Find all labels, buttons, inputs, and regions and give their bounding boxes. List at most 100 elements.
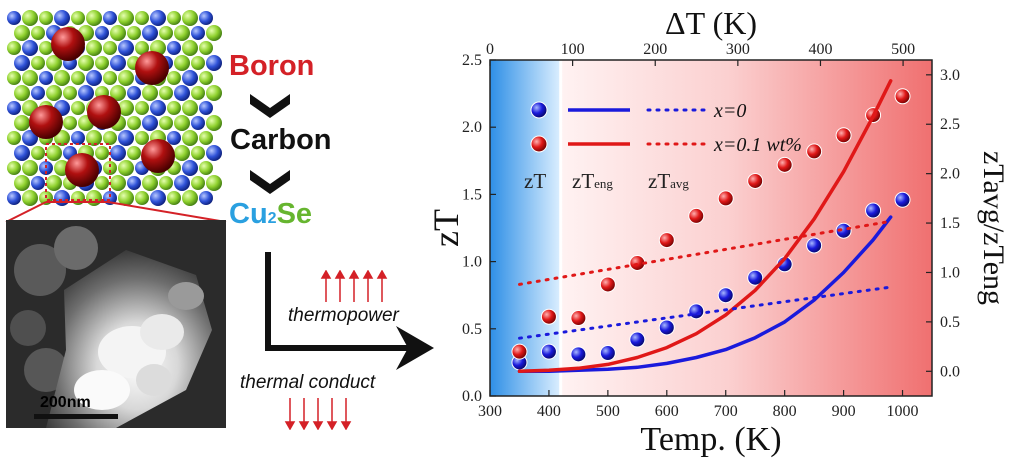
cu-atom bbox=[182, 160, 198, 176]
data-point bbox=[806, 237, 823, 254]
se-atom bbox=[54, 70, 70, 86]
cu-atom bbox=[110, 55, 126, 71]
se-atom bbox=[22, 70, 38, 86]
se-atom bbox=[118, 10, 134, 26]
cu-atom bbox=[86, 70, 102, 86]
cu-atom bbox=[118, 40, 134, 56]
y-right-tick-label: 2.5 bbox=[940, 116, 960, 133]
se-atom bbox=[206, 175, 222, 191]
boron-carbon-nanoparticle bbox=[135, 51, 169, 85]
data-point bbox=[540, 343, 557, 360]
x-top-tick-label: 0 bbox=[486, 41, 494, 58]
se-text: Se bbox=[276, 198, 313, 230]
cu-atom bbox=[142, 115, 158, 131]
se-atom bbox=[71, 11, 85, 25]
data-point bbox=[894, 88, 911, 105]
zteng-line bbox=[517, 79, 893, 374]
cu-atom bbox=[199, 191, 213, 205]
x-top-tick-label: 300 bbox=[726, 41, 750, 58]
y-right-tick-label: 2.0 bbox=[940, 166, 960, 183]
data-point bbox=[658, 232, 675, 249]
se-atom bbox=[39, 41, 53, 55]
se-atom bbox=[71, 101, 85, 115]
cu-atom bbox=[127, 176, 141, 190]
se-atom bbox=[191, 86, 205, 100]
se-atom bbox=[14, 85, 30, 101]
data-point bbox=[511, 343, 528, 360]
se-atom bbox=[135, 191, 149, 205]
se-atom bbox=[199, 131, 213, 145]
x-tick-label: 500 bbox=[596, 403, 620, 420]
se-atom bbox=[39, 11, 53, 25]
x-top-tick-label: 100 bbox=[561, 41, 585, 58]
se-atom bbox=[135, 11, 149, 25]
boron-label: Boron bbox=[229, 50, 315, 82]
se-atom bbox=[199, 161, 213, 175]
region-label-zt: zT bbox=[524, 169, 546, 193]
cu-atom bbox=[174, 85, 190, 101]
zteng-line bbox=[517, 215, 893, 374]
se-atom bbox=[31, 56, 45, 70]
se-atom bbox=[95, 146, 109, 160]
x-tick-label: 600 bbox=[655, 403, 679, 420]
se-atom bbox=[174, 115, 190, 131]
y-left-tick-label: 1.0 bbox=[462, 254, 482, 271]
cu-atom bbox=[71, 131, 85, 145]
chevron-down-icon bbox=[250, 94, 290, 118]
cu-atom bbox=[167, 41, 181, 55]
x-tick-label: 800 bbox=[773, 403, 797, 420]
cu-atom bbox=[206, 55, 222, 71]
x-top-axis-title: ΔT (K) bbox=[665, 5, 757, 41]
y-right-tick-label: 3.0 bbox=[940, 67, 960, 84]
y-right-tick-label: 1.0 bbox=[940, 264, 960, 281]
tem-micrograph bbox=[6, 220, 226, 428]
thermopower-label: thermopower bbox=[288, 305, 399, 326]
se-atom bbox=[206, 25, 222, 41]
se-atom bbox=[182, 130, 198, 146]
x-top-tick-label: 200 bbox=[643, 41, 667, 58]
se-atom bbox=[63, 86, 77, 100]
cu-atom bbox=[103, 11, 117, 25]
se-atom bbox=[22, 10, 38, 26]
se-atom bbox=[71, 71, 85, 85]
cu-subscript: 2 bbox=[267, 210, 277, 227]
se-atom bbox=[206, 115, 222, 131]
down-arrows-icon bbox=[284, 398, 352, 430]
cu-atom bbox=[31, 176, 45, 190]
region-label-ztavg-sub: avg bbox=[670, 176, 689, 191]
legend-marker-point bbox=[530, 135, 548, 153]
se-atom bbox=[86, 40, 102, 56]
cu-atom bbox=[7, 11, 21, 25]
se-atom bbox=[199, 71, 213, 85]
x-axis-title: Temp. (K) bbox=[640, 421, 781, 458]
se-atom bbox=[159, 116, 173, 130]
chevron-down-icon bbox=[250, 170, 290, 194]
boron-carbon-nanoparticle bbox=[65, 153, 99, 187]
se-atom bbox=[14, 25, 30, 41]
se-atom bbox=[118, 100, 134, 116]
se-atom bbox=[174, 55, 190, 71]
y-left-tick-label: 1.5 bbox=[462, 186, 482, 203]
se-atom bbox=[182, 10, 198, 26]
data-point bbox=[688, 303, 705, 320]
se-atom bbox=[103, 161, 117, 175]
data-point bbox=[599, 276, 616, 293]
x-top-tick-label: 400 bbox=[808, 41, 832, 58]
se-atom bbox=[118, 70, 134, 86]
y-left-axis-title: zT bbox=[430, 209, 466, 247]
se-atom bbox=[46, 145, 62, 161]
data-point bbox=[570, 310, 587, 327]
se-atom bbox=[7, 161, 21, 175]
cu-atom bbox=[95, 26, 109, 40]
cu-atom bbox=[118, 130, 134, 146]
se-atom bbox=[7, 131, 21, 145]
cu-atom bbox=[150, 10, 166, 26]
se-atom bbox=[31, 26, 45, 40]
data-point bbox=[806, 143, 823, 160]
scale-bar-label: 200nm bbox=[40, 394, 91, 411]
x-tick-label: 1000 bbox=[887, 403, 919, 420]
se-atom bbox=[127, 116, 141, 130]
cu-atom bbox=[54, 10, 70, 26]
cu-atom bbox=[199, 101, 213, 115]
